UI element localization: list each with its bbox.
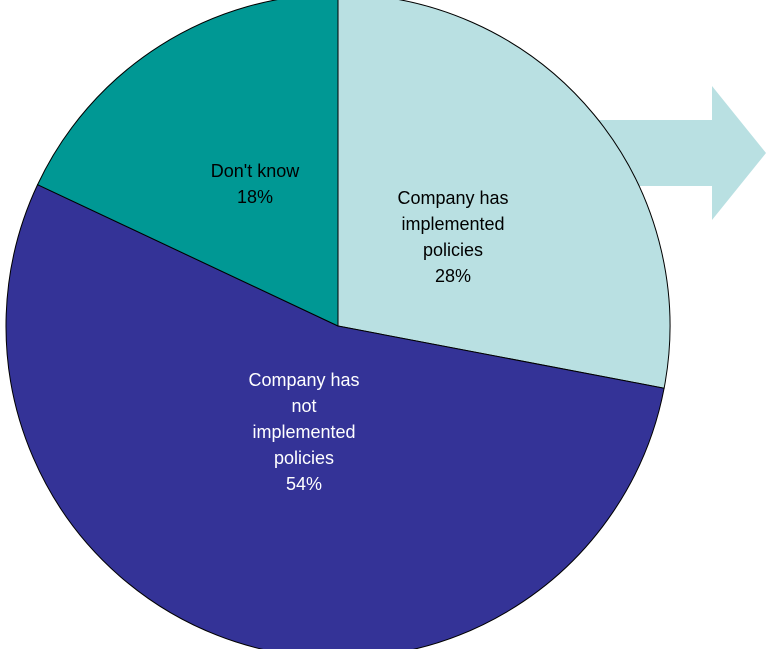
slice-label-1: Company has not implemented policies 54% — [248, 370, 359, 494]
pie-slice-0 — [337, 0, 671, 389]
slice-label-line: not — [291, 396, 316, 416]
slice-label-2: Don't know 18% — [211, 161, 300, 207]
pie-slice-1 — [5, 183, 665, 649]
slice-label-line: Company has — [397, 188, 508, 208]
slice-percent-label: 18% — [237, 187, 273, 207]
slice-label-line: policies — [423, 240, 483, 260]
slice-percent-label: 54% — [286, 474, 322, 494]
slice-label-line: Don't know — [211, 161, 300, 181]
slice-label-line: implemented — [252, 422, 355, 442]
slice-label-line: Company has — [248, 370, 359, 390]
callout-arrow — [560, 86, 766, 220]
slice-percent-label: 28% — [435, 266, 471, 286]
slice-label-line: policies — [274, 448, 334, 468]
pie-slice-2 — [36, 0, 339, 327]
slice-label-line: implemented — [401, 214, 504, 234]
slice-label-0: Company has implemented policies 28% — [397, 188, 508, 286]
